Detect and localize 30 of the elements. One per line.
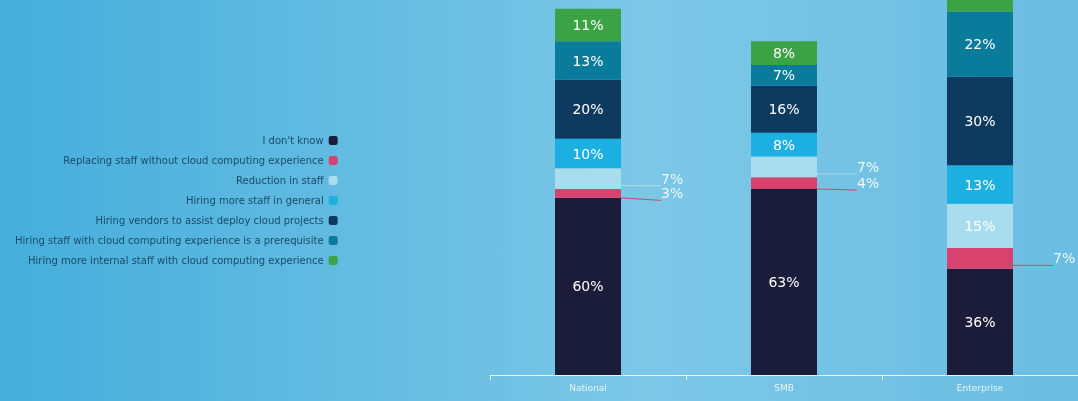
x-tick-label: National [569, 382, 607, 393]
data-label: 22% [964, 36, 996, 53]
data-label: 63% [768, 273, 800, 290]
data-label: 7% [857, 158, 880, 175]
data-label: 30% [964, 113, 996, 130]
legend-label: Hiring more internal staff with cloud computing experience [27, 255, 324, 266]
x-tick-label: Enterprise [956, 382, 1004, 393]
legend-label: I don't know [262, 135, 324, 146]
data-label: 20% [572, 101, 604, 118]
legend-label: Hiring more staff in general [185, 195, 324, 206]
data-label: 7% [772, 67, 796, 84]
data-label: 7% [1053, 250, 1076, 267]
data-label: 10% [572, 145, 604, 162]
data-label: 16% [768, 101, 800, 118]
legend-label: Replacing staff without cloud computing experience [63, 155, 324, 166]
data-label: 60% [572, 278, 604, 295]
data-label: 3% [661, 185, 684, 202]
data-label: 36% [964, 313, 996, 330]
data-label: 8% [772, 136, 796, 153]
data-label: 8% [772, 45, 796, 62]
data-label: 13% [964, 176, 996, 193]
data-label: 11% [572, 17, 604, 34]
data-label: 4% [857, 175, 880, 192]
data-label: 15% [964, 217, 996, 234]
legend-label: Reduction in staff [236, 175, 325, 186]
data-label: 13% [572, 52, 604, 69]
legend-label: Hiring staff with cloud computing experience is a prerequisite [14, 235, 324, 246]
x-tick-label: SMB [774, 382, 794, 393]
legend-label: Hiring vendors to assist deploy cloud projects [95, 215, 324, 226]
data-label: 7% [661, 170, 684, 187]
